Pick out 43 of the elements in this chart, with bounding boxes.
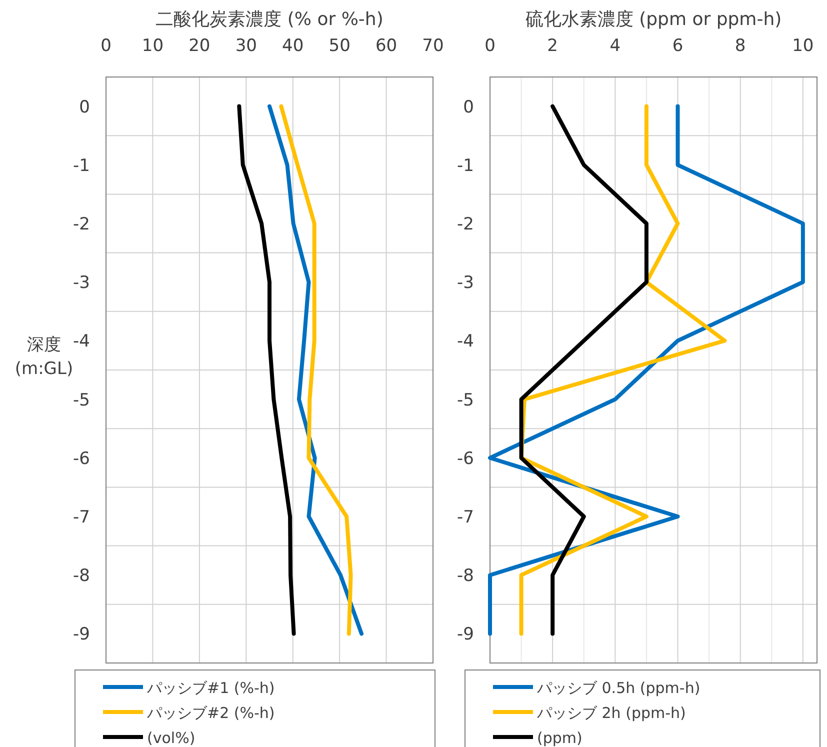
x-tick-label: 40 — [282, 36, 304, 56]
y-tick-label: -8 — [457, 566, 474, 586]
y-tick-label: -3 — [457, 273, 474, 294]
x-tick-label: 6 — [672, 36, 684, 56]
y-axis-title: 深度 (m:GL) — [14, 335, 74, 379]
x-tick-label: 0 — [484, 36, 496, 56]
x-tick-label: 70 — [422, 36, 444, 56]
x-tick-label: 20 — [188, 36, 210, 56]
y-tick-label: -9 — [73, 624, 90, 645]
y-tick-label: -7 — [73, 508, 90, 528]
y-tick-label: -4 — [73, 332, 90, 352]
x-tick-label: 0 — [100, 36, 112, 56]
y-tick-label: -5 — [73, 390, 90, 410]
x-tick-label: 2 — [547, 36, 558, 56]
x-tick-label: 4 — [610, 36, 621, 56]
x-tick-label: 8 — [734, 36, 746, 56]
x-tick-label: 30 — [235, 36, 257, 56]
legend-label: パッシブ 2h (ppm-h) — [536, 704, 686, 722]
y-tick-label: -9 — [457, 624, 474, 645]
chart-title: 硫化水素濃度 (ppm or ppm-h) — [525, 9, 782, 30]
x-tick-label: 10 — [142, 36, 164, 56]
y-tick-label: -2 — [73, 214, 90, 234]
x-tick-label: 50 — [328, 36, 350, 56]
y-tick-label: -2 — [457, 214, 474, 234]
y-tick-label: -6 — [457, 448, 474, 469]
legend-label: (ppm) — [537, 729, 582, 747]
legend-label: パッシブ 0.5h (ppm-h) — [536, 679, 700, 697]
y-tick-label: 0 — [463, 97, 474, 118]
y-tick-label: -8 — [73, 566, 90, 586]
y-tick-label: -1 — [73, 156, 90, 176]
legend-label: パッシブ#1 (%-h) — [146, 679, 275, 697]
y-tick-label: -7 — [457, 508, 474, 528]
chart-title: 二酸化炭素濃度 (% or %-h) — [156, 9, 384, 30]
y-tick-label: -6 — [73, 448, 90, 469]
y-tick-label: -1 — [457, 156, 474, 176]
x-tick-label: 60 — [375, 36, 398, 56]
y-tick-label: -3 — [73, 273, 90, 294]
x-tick-label: 10 — [792, 36, 814, 56]
y-tick-label: -4 — [457, 332, 474, 352]
y-tick-label: -5 — [457, 390, 474, 410]
y-tick-label: 0 — [79, 97, 90, 118]
legend-label: パッシブ#2 (%-h) — [146, 704, 275, 722]
legend-label: (vol%) — [147, 729, 196, 747]
